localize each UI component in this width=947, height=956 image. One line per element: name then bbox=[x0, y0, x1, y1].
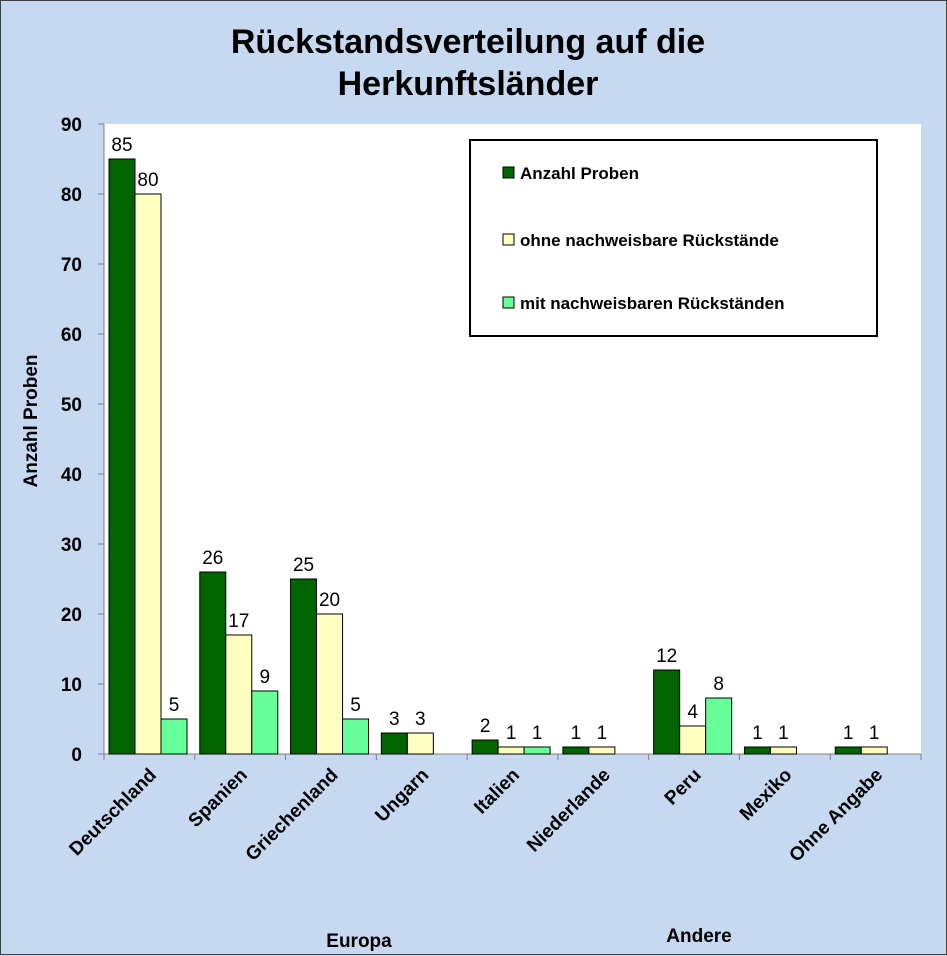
bar bbox=[471, 739, 499, 755]
data-label: 1 bbox=[778, 723, 789, 744]
y-tick-label: 50 bbox=[61, 395, 82, 416]
bar bbox=[406, 732, 434, 755]
bar bbox=[705, 697, 733, 755]
group-label-europa: Europa bbox=[326, 931, 392, 952]
data-label: 1 bbox=[571, 723, 582, 744]
y-tick-label: 40 bbox=[61, 465, 82, 486]
data-label: 5 bbox=[169, 695, 180, 716]
bar bbox=[562, 746, 590, 755]
category-label: Mexiko bbox=[736, 765, 796, 825]
category-label: Ohne Angabe bbox=[785, 765, 887, 867]
bar bbox=[160, 718, 188, 755]
category-label: Niederlande bbox=[523, 765, 615, 857]
bar bbox=[679, 725, 707, 755]
data-label: 5 bbox=[350, 695, 361, 716]
data-label: 4 bbox=[687, 702, 698, 723]
category-label: Italien bbox=[470, 765, 524, 819]
data-label: 1 bbox=[869, 723, 880, 744]
bar bbox=[342, 718, 370, 755]
legend-swatch bbox=[502, 166, 515, 179]
y-tick-label: 60 bbox=[61, 325, 82, 346]
legend-label: Anzahl Proben bbox=[520, 164, 639, 183]
data-label: 2 bbox=[480, 716, 491, 737]
y-tick-label: 80 bbox=[61, 185, 82, 206]
data-label: 1 bbox=[506, 723, 517, 744]
data-label: 3 bbox=[389, 709, 400, 730]
data-label: 26 bbox=[202, 548, 223, 569]
bar bbox=[290, 578, 318, 755]
legend-swatch bbox=[502, 233, 515, 246]
bar bbox=[225, 634, 253, 755]
category-label: Peru bbox=[661, 765, 706, 810]
data-label: 20 bbox=[319, 590, 340, 611]
data-label: 80 bbox=[137, 170, 158, 191]
bar bbox=[743, 746, 771, 755]
category-label: Deutschland bbox=[65, 765, 160, 860]
y-axis-label: Anzahl Proben bbox=[21, 354, 42, 487]
bar bbox=[834, 746, 862, 755]
legend-label: mit nachweisbaren Rückständen bbox=[520, 294, 785, 313]
data-label: 9 bbox=[259, 667, 270, 688]
data-label: 1 bbox=[597, 723, 608, 744]
bar bbox=[108, 158, 136, 755]
legend: Anzahl Proben ohne nachweisbare Rückständ… bbox=[469, 139, 878, 337]
bar bbox=[860, 746, 888, 755]
data-label: 3 bbox=[415, 709, 426, 730]
y-tick-label: 10 bbox=[61, 675, 82, 696]
legend-box bbox=[469, 139, 878, 337]
y-tick-label: 70 bbox=[61, 255, 82, 276]
bar bbox=[316, 613, 344, 755]
bar bbox=[380, 732, 408, 755]
bar bbox=[523, 746, 551, 755]
bar bbox=[134, 193, 162, 755]
bar bbox=[199, 571, 227, 755]
bar bbox=[653, 669, 681, 755]
category-label: Spanien bbox=[185, 765, 252, 832]
data-label: 25 bbox=[293, 555, 314, 576]
legend-swatch bbox=[502, 296, 515, 309]
data-label: 85 bbox=[111, 135, 132, 156]
category-label: Griechenland bbox=[242, 765, 343, 866]
bar bbox=[251, 690, 279, 755]
chart-title-line2: Herkunftsländer bbox=[338, 65, 599, 103]
bar bbox=[769, 746, 797, 755]
y-tick-label: 20 bbox=[61, 605, 82, 626]
category-label: Ungarn bbox=[371, 765, 433, 827]
data-label: 1 bbox=[532, 723, 543, 744]
y-tick-label: 90 bbox=[61, 115, 82, 136]
chart-title-line1: Rückstandsverteilung auf die bbox=[231, 23, 705, 61]
y-tick-label: 0 bbox=[71, 745, 82, 766]
data-label: 1 bbox=[752, 723, 763, 744]
data-label: 12 bbox=[656, 646, 677, 667]
data-label: 8 bbox=[713, 674, 724, 695]
y-tick-label: 30 bbox=[61, 535, 82, 556]
data-label: 1 bbox=[843, 723, 854, 744]
bar bbox=[588, 746, 616, 755]
group-label-andere: Andere bbox=[666, 926, 731, 947]
legend-label: ohne nachweisbare Rückstände bbox=[520, 231, 779, 250]
bars bbox=[108, 158, 888, 755]
data-label: 17 bbox=[228, 611, 249, 632]
bar bbox=[497, 746, 525, 755]
